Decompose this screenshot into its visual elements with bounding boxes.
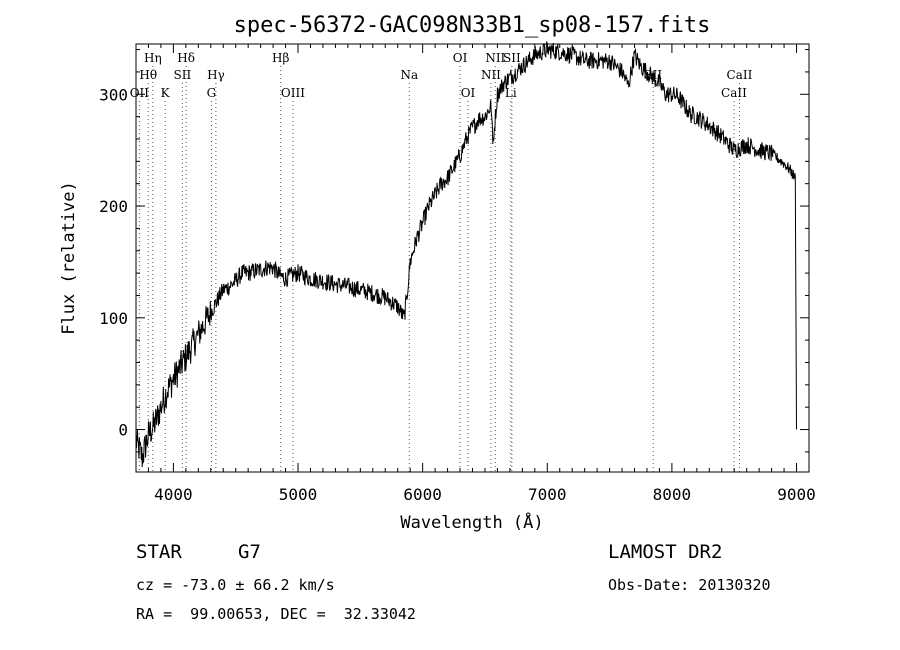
line-marker-label: SII xyxy=(174,68,192,82)
y-tick-label: 0 xyxy=(118,421,128,440)
obs-date: Obs-Date: 20130320 xyxy=(608,576,771,594)
line-marker-label: NII xyxy=(481,68,501,82)
coordinates: RA = 99.00653, DEC = 32.33042 xyxy=(136,605,416,623)
redshift-text: cz = -73.0 ± 66.2 km/s xyxy=(136,576,335,594)
line-marker-label: Li xyxy=(505,86,517,100)
line-marker-label: OI xyxy=(461,86,476,100)
object-class: STAR xyxy=(136,541,182,563)
x-tick-label: 6000 xyxy=(403,485,442,504)
x-axis-label: Wavelength (Å) xyxy=(400,511,543,533)
spectrum-line xyxy=(135,41,797,468)
line-marker-label: CaII xyxy=(721,86,747,100)
x-tick-label: 7000 xyxy=(528,485,567,504)
line-marker-label: Hβ xyxy=(272,51,289,65)
plot-frame xyxy=(135,43,810,473)
line-marker-label: OI xyxy=(453,51,468,65)
line-marker-label: Hη xyxy=(144,51,162,65)
object-subclass: G7 xyxy=(238,541,261,563)
line-marker-label: OIII xyxy=(281,86,305,100)
line-marker-label: Hγ xyxy=(207,68,225,82)
x-tick-label: 4000 xyxy=(154,485,193,504)
line-marker-label: OII xyxy=(130,86,150,100)
x-tick-label: 8000 xyxy=(653,485,692,504)
x-tick-label: 5000 xyxy=(279,485,318,504)
chart-title: spec-56372-GAC098N33B1_sp08-157.fits xyxy=(234,13,711,38)
line-marker-label: CaII xyxy=(727,68,753,82)
line-marker-label: Hδ xyxy=(177,51,195,65)
line-marker-label: SII xyxy=(503,51,521,65)
line-marker-label: K xyxy=(161,86,171,100)
line-marker-label: Na xyxy=(400,68,418,82)
x-tick-label: 9000 xyxy=(777,485,816,504)
survey-name: LAMOST DR2 xyxy=(608,541,723,563)
y-tick-label: 100 xyxy=(99,309,128,328)
line-marker-label: Hθ xyxy=(139,68,157,82)
y-tick-label: 300 xyxy=(99,85,128,104)
line-marker-label: G xyxy=(207,86,217,100)
line-marker-label: NII xyxy=(485,51,505,65)
y-axis-label: Flux (relative) xyxy=(59,181,79,335)
y-tick-label: 200 xyxy=(99,197,128,216)
axis-ticks: 4000 5000 6000 7000 8000 9000 0 100 200 300 xyxy=(99,44,816,504)
